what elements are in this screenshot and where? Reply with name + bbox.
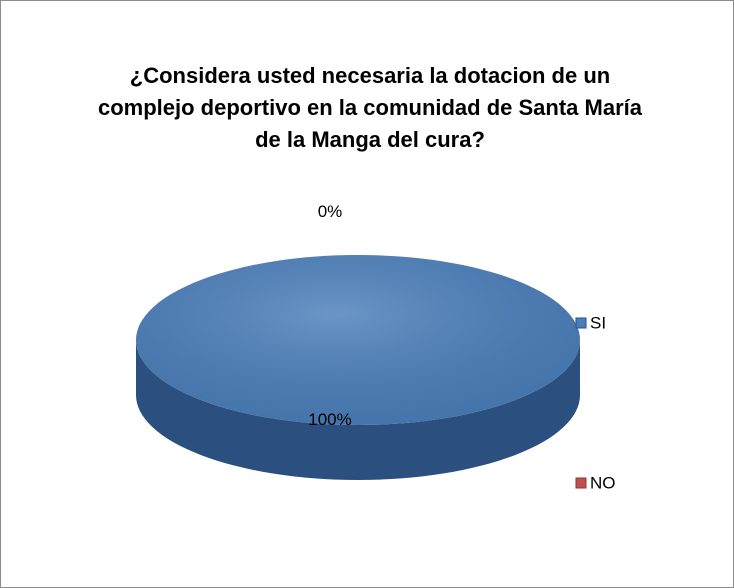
data-label: 100% [308, 410, 351, 429]
pie-side [136, 340, 580, 480]
legend-marker [575, 317, 587, 329]
chart-title: ¿Considera usted necesaria la dotacion d… [98, 63, 642, 152]
legend-label: SI [590, 313, 606, 332]
data-label: 0% [318, 202, 343, 221]
pie-shade [136, 255, 580, 425]
legend-marker [575, 477, 587, 489]
legend-label: NO [590, 473, 616, 492]
